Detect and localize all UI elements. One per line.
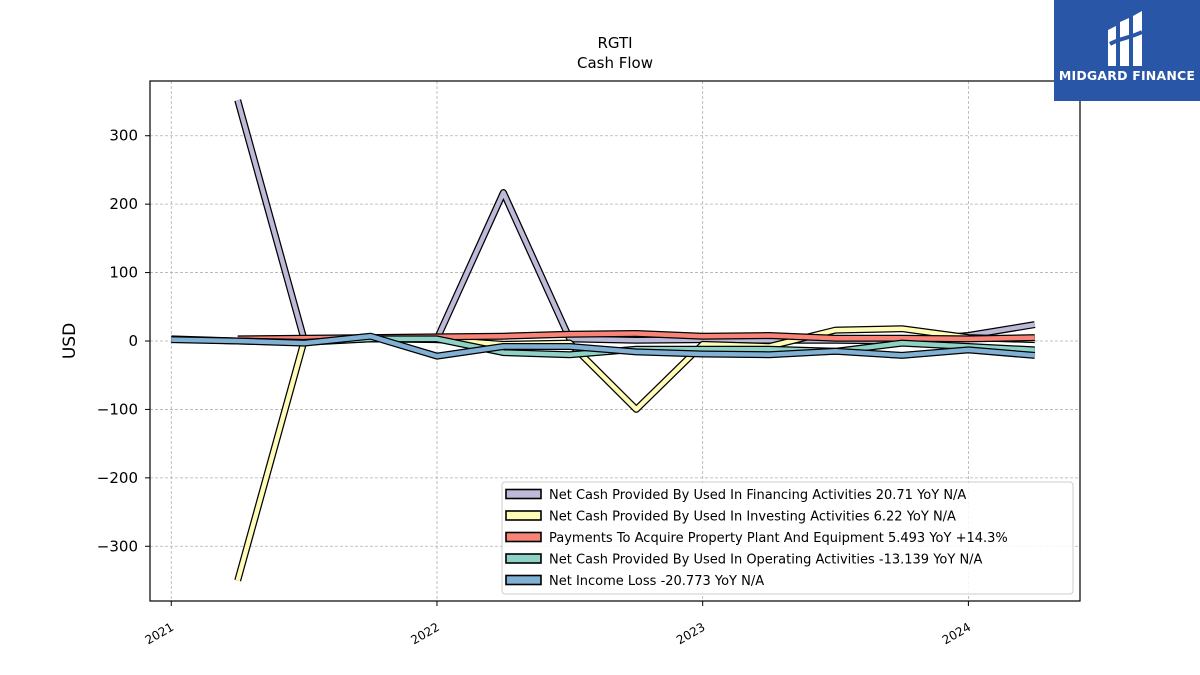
y-tick-label: −100: [97, 400, 138, 418]
x-tick-label: 2023: [674, 620, 707, 647]
legend-swatch: [505, 574, 542, 586]
x-tick-label: 2022: [408, 620, 441, 647]
y-axis-ticks: 300 200 100 0 −100 −200 −300: [97, 127, 150, 555]
series-line-4: [171, 333, 1035, 359]
legend-swatch: [505, 488, 542, 500]
y-tick-label: −300: [97, 537, 138, 555]
legend-frame: [501, 481, 1074, 595]
legend-label: Payments To Acquire Property Plant And E…: [549, 531, 1008, 546]
y-tick-label: 0: [128, 332, 138, 350]
y-tick-label: 200: [109, 195, 138, 213]
brand-mark-icon: [1108, 11, 1143, 66]
x-axis-ticks: 2021 2022 2023 2024: [143, 601, 973, 647]
chart-title: RGTI: [597, 34, 632, 52]
legend-label: Net Income Loss -20.773 YoY N/A: [549, 574, 764, 589]
y-tick-label: −200: [97, 469, 138, 487]
y-tick-label: 300: [109, 127, 138, 145]
legend-label: Net Cash Provided By Used In Financing A…: [549, 488, 966, 503]
legend-swatch: [505, 510, 542, 521]
x-tick-label: 2021: [143, 620, 176, 647]
x-tick-label: 2024: [940, 620, 973, 647]
y-axis-label: USD: [60, 323, 80, 359]
brand-logo: MIDGARD FINANCE: [1054, 0, 1200, 101]
legend-label: Net Cash Provided By Used In Investing A…: [549, 510, 956, 525]
brand-name: MIDGARD FINANCE: [1058, 68, 1196, 83]
chart-subtitle: Cash Flow: [577, 54, 653, 72]
legend-swatch: [505, 553, 542, 564]
series-line-0: [235, 99, 1036, 344]
series-outline-0: [234, 99, 1036, 345]
legend-label: Net Cash Provided By Used In Operating A…: [549, 553, 983, 568]
legend: Net Cash Provided By Used In Financing A…: [501, 481, 1074, 595]
series-lines: [171, 99, 1036, 582]
legend-swatch: [505, 531, 542, 543]
y-tick-label: 100: [109, 264, 138, 282]
